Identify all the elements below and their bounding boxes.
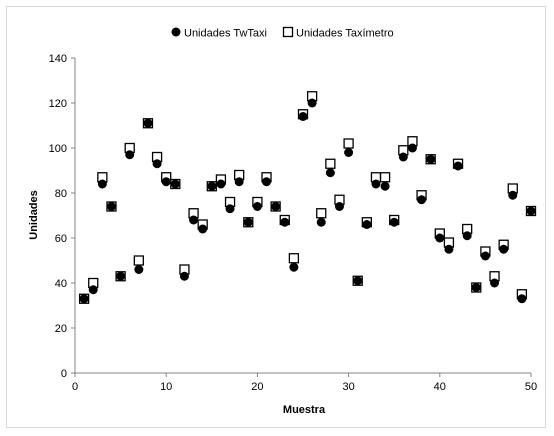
point-twtaxi <box>116 271 126 281</box>
scatter-chart: Unidades TwTaxi Unidades Taxímetro Unida… <box>28 26 537 416</box>
point-twtaxi <box>88 285 98 295</box>
point-twtaxi <box>216 179 226 189</box>
legend-label-taximetro: Unidades Taxímetro <box>296 28 394 40</box>
point-twtaxi <box>508 190 518 200</box>
x-tick-label: 30 <box>342 381 354 393</box>
point-twtaxi <box>170 179 180 189</box>
legend-marker-taximetro <box>282 26 294 38</box>
x-axis-label: Muestra <box>283 404 326 416</box>
point-twtaxi <box>490 278 500 288</box>
point-taximetro <box>288 253 300 264</box>
point-twtaxi <box>417 195 427 205</box>
point-twtaxi <box>97 179 107 189</box>
x-tick-label: 10 <box>160 381 172 393</box>
point-twtaxi <box>526 206 536 216</box>
point-twtaxi <box>435 233 445 243</box>
point-twtaxi <box>289 262 299 272</box>
chart-frame: Unidades TwTaxi Unidades Taxímetro Unida… <box>6 6 546 428</box>
point-taximetro <box>379 172 391 183</box>
point-twtaxi <box>152 159 162 169</box>
point-twtaxi <box>353 276 363 286</box>
x-tick-label: 20 <box>251 381 263 393</box>
point-twtaxi <box>134 265 144 274</box>
point-twtaxi <box>298 112 308 121</box>
point-twtaxi <box>161 177 171 187</box>
point-twtaxi <box>344 148 354 157</box>
point-twtaxi <box>262 177 272 187</box>
point-twtaxi <box>307 98 317 108</box>
y-tick-label: 40 <box>55 278 67 290</box>
point-twtaxi <box>271 202 281 211</box>
point-twtaxi <box>207 181 217 191</box>
point-taximetro <box>343 138 354 149</box>
point-twtaxi <box>143 118 153 128</box>
point-twtaxi <box>225 204 235 214</box>
point-twtaxi <box>453 161 463 171</box>
point-twtaxi <box>517 294 527 304</box>
point-twtaxi <box>480 251 490 261</box>
point-taximetro <box>325 158 336 169</box>
axes: 0 20 40 60 80 100 120 140 0 10 20 30 40 50 <box>49 53 537 393</box>
point-twtaxi <box>316 217 326 227</box>
y-tick-label: 80 <box>55 188 67 200</box>
point-twtaxi <box>499 244 509 254</box>
y-tick-label: 0 <box>61 368 67 380</box>
point-twtaxi <box>471 283 481 292</box>
y-tick-label: 140 <box>49 53 67 65</box>
y-tick-label: 120 <box>49 98 67 110</box>
point-twtaxi <box>79 294 89 304</box>
point-twtaxi <box>462 231 472 241</box>
x-tick-label: 40 <box>434 381 446 393</box>
legend: Unidades TwTaxi Unidades Taxímetro <box>171 26 394 40</box>
x-tick-label: 50 <box>525 381 537 393</box>
x-tick-label: 0 <box>72 381 78 393</box>
point-twtaxi <box>106 202 116 211</box>
point-twtaxi <box>426 154 436 164</box>
point-taximetro <box>316 208 327 219</box>
point-twtaxi <box>179 271 189 281</box>
point-twtaxi <box>325 168 335 178</box>
y-tick-label: 20 <box>55 323 67 335</box>
point-twtaxi <box>252 202 262 211</box>
point-twtaxi <box>125 150 135 160</box>
legend-marker-twtaxi <box>171 27 181 37</box>
point-twtaxi <box>398 152 408 162</box>
point-twtaxi <box>362 220 372 229</box>
point-twtaxi <box>280 217 290 227</box>
point-twtaxi <box>243 217 253 227</box>
data-points <box>78 91 537 304</box>
point-taximetro <box>133 255 144 266</box>
point-twtaxi <box>407 143 417 153</box>
y-axis-label: Unidades <box>28 190 40 240</box>
point-twtaxi <box>334 202 344 211</box>
y-tick-label: 60 <box>55 233 67 245</box>
y-tick-label: 100 <box>49 143 67 155</box>
point-twtaxi <box>389 217 399 227</box>
point-twtaxi <box>380 181 390 191</box>
point-twtaxi <box>371 179 381 189</box>
point-twtaxi <box>198 224 208 234</box>
point-twtaxi <box>189 215 199 225</box>
point-twtaxi <box>234 177 244 187</box>
point-twtaxi <box>444 244 454 254</box>
legend-label-twtaxi: Unidades TwTaxi <box>184 28 267 40</box>
